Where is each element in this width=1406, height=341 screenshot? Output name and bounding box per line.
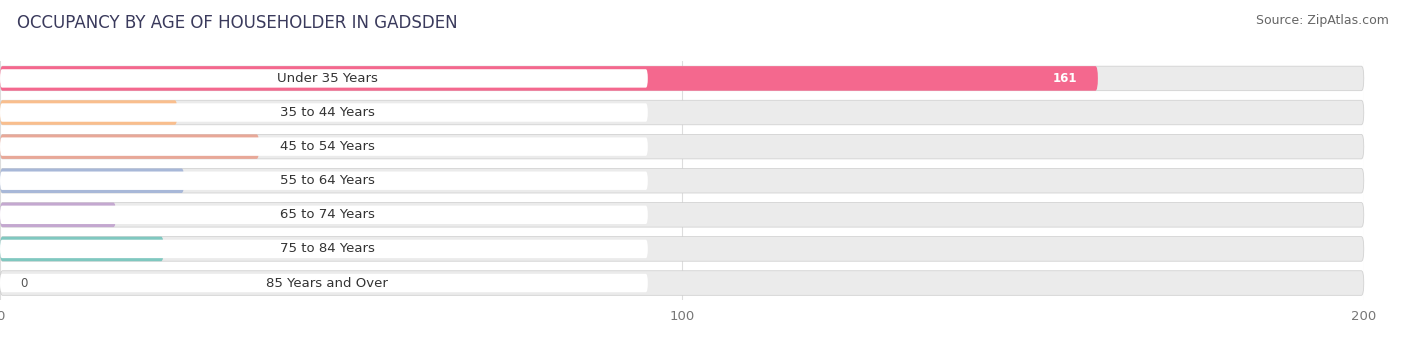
Text: 75 to 84 Years: 75 to 84 Years <box>280 242 375 255</box>
FancyBboxPatch shape <box>0 134 259 159</box>
Text: Under 35 Years: Under 35 Years <box>277 72 378 85</box>
Text: 26: 26 <box>141 106 157 119</box>
Text: 38: 38 <box>222 140 239 153</box>
FancyBboxPatch shape <box>0 134 1364 159</box>
FancyBboxPatch shape <box>0 66 1098 91</box>
Text: OCCUPANCY BY AGE OF HOUSEHOLDER IN GADSDEN: OCCUPANCY BY AGE OF HOUSEHOLDER IN GADSD… <box>17 14 457 32</box>
Text: 85 Years and Over: 85 Years and Over <box>266 277 388 290</box>
Text: 27: 27 <box>148 174 163 187</box>
FancyBboxPatch shape <box>0 240 648 258</box>
FancyBboxPatch shape <box>0 172 648 190</box>
Text: 17: 17 <box>79 208 96 221</box>
Text: 0: 0 <box>21 277 28 290</box>
FancyBboxPatch shape <box>0 168 1364 193</box>
FancyBboxPatch shape <box>0 206 648 224</box>
FancyBboxPatch shape <box>0 69 648 88</box>
Text: 35 to 44 Years: 35 to 44 Years <box>280 106 375 119</box>
Text: 45 to 54 Years: 45 to 54 Years <box>280 140 375 153</box>
Text: 55 to 64 Years: 55 to 64 Years <box>280 174 375 187</box>
FancyBboxPatch shape <box>0 237 1364 261</box>
FancyBboxPatch shape <box>0 271 1364 295</box>
FancyBboxPatch shape <box>0 203 115 227</box>
FancyBboxPatch shape <box>0 100 1364 125</box>
Text: Source: ZipAtlas.com: Source: ZipAtlas.com <box>1256 14 1389 27</box>
FancyBboxPatch shape <box>0 66 1364 91</box>
FancyBboxPatch shape <box>0 137 648 156</box>
FancyBboxPatch shape <box>0 274 648 292</box>
FancyBboxPatch shape <box>0 203 1364 227</box>
FancyBboxPatch shape <box>0 237 163 261</box>
Text: 65 to 74 Years: 65 to 74 Years <box>280 208 375 221</box>
FancyBboxPatch shape <box>0 168 184 193</box>
FancyBboxPatch shape <box>0 100 177 125</box>
Text: 161: 161 <box>1053 72 1077 85</box>
Text: 24: 24 <box>127 242 143 255</box>
FancyBboxPatch shape <box>0 103 648 122</box>
